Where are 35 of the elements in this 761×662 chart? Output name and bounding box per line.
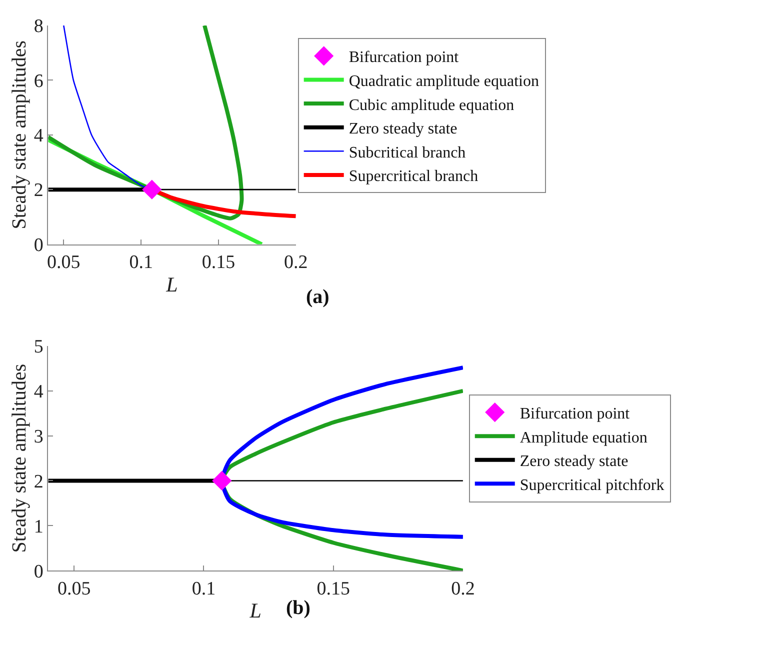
y-tick-label: 6 — [34, 70, 44, 92]
y-tick-label: 2 — [34, 471, 44, 492]
x-tick-label: 0.2 — [451, 578, 475, 600]
legend-label: Bifurcation point — [348, 49, 460, 66]
text: (a) — [306, 286, 330, 308]
x-tick-label: 0.15 — [316, 578, 350, 600]
text: (b) — [286, 597, 310, 619]
x-tick-label: 0.05 — [57, 578, 91, 600]
y-tick-label: 4 — [34, 126, 44, 147]
x-tick-label: 0.2 — [284, 252, 308, 274]
y-axis-title: Steady state amplitudes — [8, 364, 30, 553]
y-tick-label: 3 — [34, 426, 44, 448]
y-tick-label: 5 — [34, 336, 44, 358]
legend-label: Cubic amplitude equation — [348, 96, 514, 114]
y-tick-label: 0 — [34, 561, 44, 582]
x-axis-title: L — [165, 272, 178, 296]
y-tick-label: 2 — [34, 180, 44, 202]
legend-label: Subcritical branch — [348, 144, 466, 162]
x-tick-label: 0.15 — [202, 252, 236, 274]
legend-label: Supercritical branch — [348, 168, 478, 186]
y-axis-title: Steady state amplitudes — [8, 40, 30, 230]
legend-label: Amplitude equation — [520, 429, 648, 446]
legend-label: Zero steady state — [520, 453, 628, 470]
y-tick-label: 4 — [34, 382, 44, 403]
legend-label: Quadratic amplitude equation — [348, 72, 539, 90]
legend-label: Supercritical pitchfork — [520, 476, 664, 494]
y-tick-label: 0 — [34, 234, 44, 256]
x-tick-label: 0.1 — [192, 578, 216, 600]
legend-label: Zero steady state — [348, 120, 458, 138]
y-tick-label: 8 — [34, 16, 44, 38]
x-tick-label: 0.05 — [47, 252, 80, 274]
y-tick-label: 1 — [34, 516, 44, 538]
x-axis-title: L — [248, 598, 262, 623]
x-tick-label: 0.1 — [129, 252, 153, 274]
legend-label: Bifurcation point — [520, 406, 630, 423]
